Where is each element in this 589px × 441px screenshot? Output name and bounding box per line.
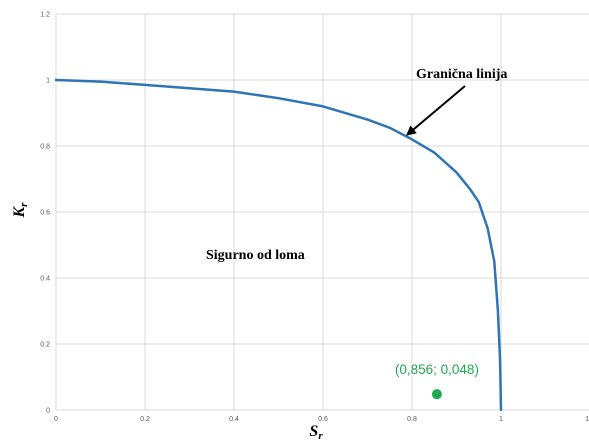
x-tick-label: 1.2 bbox=[585, 416, 589, 423]
safe-region-label: Sigurno od loma bbox=[206, 248, 305, 263]
x-axis-title-subscript: r bbox=[318, 430, 323, 441]
x-tick-label: 0.8 bbox=[407, 416, 417, 423]
x-tick-label: 0.2 bbox=[140, 416, 150, 423]
boundary-curve bbox=[54, 78, 503, 412]
tick-labels: 0 0.2 0.4 0.6 0.8 1 1.2 0 0.2 0.4 0.6 0.8 1 1.2 bbox=[40, 12, 589, 424]
assessment-point bbox=[431, 389, 442, 400]
y-tick-label: 0.4 bbox=[40, 276, 50, 283]
grid bbox=[55, 13, 589, 411]
y-tick-label: 0.2 bbox=[40, 342, 50, 349]
point-layer: (0,856; 0,048) bbox=[395, 362, 479, 400]
x-tick-label: 0 bbox=[54, 416, 58, 423]
x-tick-label: 1 bbox=[499, 416, 503, 423]
x-tick-label: 0.4 bbox=[229, 416, 239, 423]
x-tick-label: 0.6 bbox=[318, 416, 328, 423]
y-axis-title: Kr bbox=[11, 202, 30, 219]
y-tick-label: 1 bbox=[46, 78, 50, 85]
assessment-point-label: (0,856; 0,048) bbox=[395, 362, 479, 377]
y-tick-label: 1.2 bbox=[40, 12, 50, 19]
y-tick-label: 0.6 bbox=[40, 210, 50, 217]
boundary-line-arrow bbox=[406, 85, 466, 136]
y-tick-label: 0.8 bbox=[40, 144, 50, 151]
y-tick-label: 0 bbox=[46, 408, 50, 415]
series-layer bbox=[54, 78, 503, 412]
y-axis-title-subscript: r bbox=[18, 202, 30, 207]
x-axis-title: Sr bbox=[309, 423, 323, 441]
boundary-line-label: Granična linija bbox=[416, 67, 507, 82]
